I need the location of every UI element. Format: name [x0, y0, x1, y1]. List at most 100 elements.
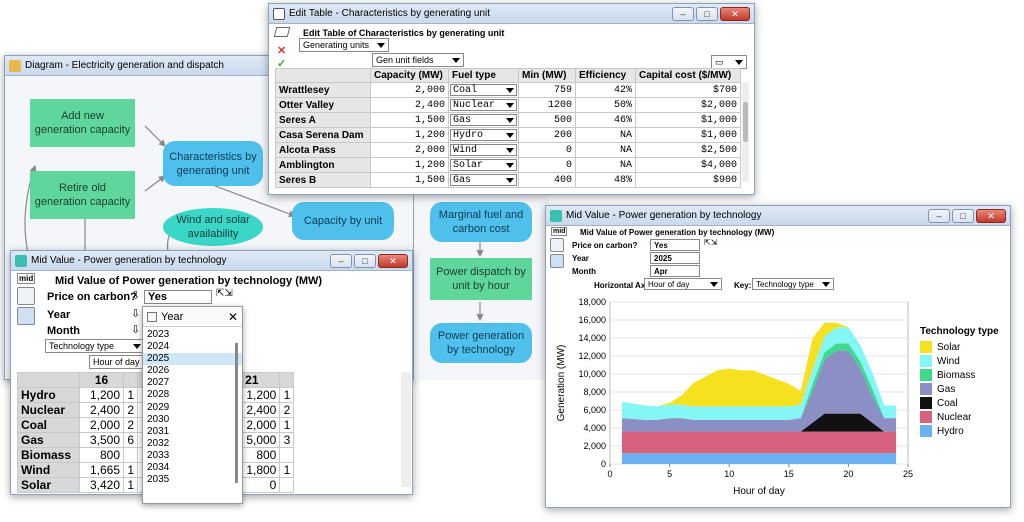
min-cell[interactable]: 1200	[518, 97, 576, 113]
fuel-type-cell[interactable]: Hydro	[448, 127, 519, 143]
index-dropdown[interactable]: Generating units	[299, 38, 389, 52]
year-option[interactable]: 2024	[147, 341, 170, 353]
vertical-scrollbar[interactable]	[401, 372, 411, 487]
node-power-generation[interactable]: Power generation by technology	[430, 323, 532, 363]
capital-cost-cell[interactable]: $900	[635, 172, 741, 188]
edit-table-heading: Edit Table of Characteristics by generat…	[303, 28, 505, 38]
capital-cost-cell[interactable]: $1,000	[635, 127, 741, 143]
minimize-button[interactable]: –	[330, 253, 352, 268]
min-cell[interactable]: 0	[518, 142, 576, 158]
graph-view-icon[interactable]	[17, 307, 35, 325]
year-option[interactable]: 2027	[147, 377, 170, 389]
efficiency-cell[interactable]: 46%	[575, 112, 636, 128]
table-view-dropdown[interactable]: ▭	[711, 55, 747, 69]
year-option[interactable]: 2023	[147, 329, 170, 340]
price-dropdown[interactable]: Yes	[650, 239, 700, 251]
min-cell[interactable]: 500	[518, 112, 576, 128]
year-option[interactable]: 2026	[147, 365, 170, 377]
year-option[interactable]: 2030	[147, 413, 170, 425]
haxis-dropdown[interactable]: Hour of day	[644, 278, 722, 290]
capacity-cell[interactable]: 1,500	[370, 112, 449, 128]
value-cell	[279, 447, 295, 463]
minimize-button[interactable]: –	[672, 6, 694, 21]
efficiency-cell[interactable]: 42%	[575, 82, 636, 98]
year-option[interactable]: 2033	[147, 449, 170, 461]
delete-icon[interactable]: ✕	[277, 45, 287, 57]
min-cell[interactable]: 400	[518, 172, 576, 188]
row-header: Coal	[17, 417, 80, 433]
node-wind-solar-availability[interactable]: Wind and solar availability	[163, 208, 263, 246]
swap-icon[interactable]: ⇱⇲	[704, 238, 718, 247]
year-option[interactable]: 2035	[147, 474, 170, 486]
row-header: Solar	[17, 477, 80, 493]
maximize-button[interactable]: □	[696, 6, 718, 21]
accept-icon[interactable]: ✓	[277, 58, 287, 70]
graph-view-icon[interactable]	[550, 254, 564, 268]
node-add-new-capacity[interactable]: Add new generation capacity	[30, 99, 135, 147]
fuel-type-cell[interactable]: Solar	[448, 157, 519, 173]
node-capacity-by-unit[interactable]: Capacity by unit	[292, 202, 394, 240]
row-index-dropdown[interactable]: Technology type	[45, 339, 145, 353]
capacity-cell[interactable]: 2,000	[370, 82, 449, 98]
year-scrollbar[interactable]	[235, 343, 238, 483]
min-cell[interactable]: 0	[518, 157, 576, 173]
year-option[interactable]: 2032	[147, 437, 170, 449]
efficiency-cell[interactable]: NA	[575, 127, 636, 143]
capital-cost-cell[interactable]: $4,000	[635, 157, 741, 173]
efficiency-cell[interactable]: 50%	[575, 97, 636, 113]
capital-cost-cell[interactable]: $2,500	[635, 142, 741, 158]
close-button[interactable]: ✕	[720, 6, 750, 21]
minimize-button[interactable]: –	[928, 208, 950, 223]
node-retire-old-capacity[interactable]: Retire old generation capacity	[30, 171, 135, 219]
legend-label: Wind	[937, 355, 960, 367]
key-dropdown[interactable]: Technology type	[752, 278, 834, 290]
year-dropdown[interactable]: 2025	[650, 252, 700, 264]
table-view-icon[interactable]	[17, 287, 35, 305]
close-icon[interactable]: ✕	[227, 309, 238, 324]
node-power-dispatch[interactable]: Power dispatch by unit by hour	[430, 258, 532, 300]
mid-right-titlebar[interactable]: Mid Value - Power generation by technolo…	[546, 206, 1010, 226]
fuel-type-cell[interactable]: Coal	[448, 82, 519, 98]
efficiency-cell[interactable]: NA	[575, 142, 636, 158]
value-cell: 2,000	[79, 417, 124, 433]
year-popup[interactable]: Year ✕ 2023 2024 2025 2026 2027 2028 2029 2030 2…	[142, 306, 243, 504]
maximize-button[interactable]: □	[354, 253, 376, 268]
capacity-cell[interactable]: 1,500	[370, 172, 449, 188]
capital-cost-cell[interactable]: $700	[635, 82, 741, 98]
node-marginal-cost[interactable]: Marginal fuel and carbon cost	[430, 202, 532, 242]
fuel-type-cell[interactable]: Gas	[448, 112, 519, 128]
table-view-icon[interactable]	[550, 238, 564, 252]
capacity-cell[interactable]: 1,200	[370, 157, 449, 173]
fuel-type-cell[interactable]: Gas	[448, 172, 519, 188]
efficiency-cell[interactable]: NA	[575, 157, 636, 173]
capacity-cell[interactable]: 1,200	[370, 127, 449, 143]
maximize-button[interactable]: □	[952, 208, 974, 223]
chevron-down-icon	[452, 57, 460, 63]
capital-cost-cell[interactable]: $1,000	[635, 112, 741, 128]
capital-cost-cell[interactable]: $2,000	[635, 97, 741, 113]
fields-dropdown[interactable]: Gen unit fields	[372, 53, 464, 67]
capacity-cell[interactable]: 2,000	[370, 142, 449, 158]
year-option[interactable]: 2025	[143, 353, 242, 366]
close-button[interactable]: ✕	[976, 208, 1006, 223]
year-option[interactable]: 2034	[147, 462, 170, 474]
swap-icon[interactable]: ⇱⇲	[216, 288, 233, 299]
close-button[interactable]: ✕	[378, 253, 408, 268]
price-dropdown[interactable]: Yes	[144, 290, 212, 304]
efficiency-cell[interactable]: 48%	[575, 172, 636, 188]
month-dropdown[interactable]: Apr	[650, 265, 700, 277]
year-option[interactable]: 2031	[147, 425, 170, 437]
value-cell: 1	[123, 462, 138, 478]
year-option[interactable]: 2029	[147, 401, 170, 413]
node-characteristics-by-unit[interactable]: Characteristics by generating unit	[163, 141, 263, 186]
capacity-cell[interactable]: 2,400	[370, 97, 449, 113]
min-cell[interactable]: 200	[518, 127, 576, 143]
year-option[interactable]: 2028	[147, 389, 170, 401]
fuel-type-cell[interactable]: Wind	[448, 142, 519, 158]
edit-icon[interactable]	[273, 27, 291, 37]
edit-table-titlebar[interactable]: Edit Table - Characteristics by generati…	[269, 4, 754, 24]
vertical-scrollbar[interactable]	[742, 82, 749, 182]
mid-left-titlebar[interactable]: Mid Value - Power generation by technolo…	[11, 251, 412, 271]
fuel-type-cell[interactable]: Nuclear	[448, 97, 519, 113]
min-cell[interactable]: 759	[518, 82, 576, 98]
